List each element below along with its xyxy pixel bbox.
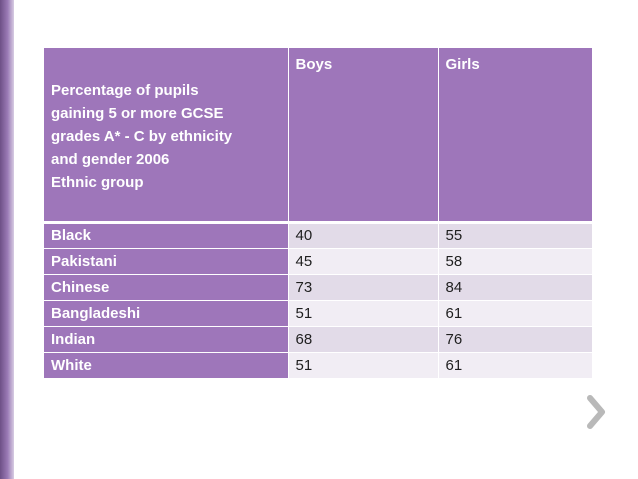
next-slide-button[interactable] bbox=[586, 394, 608, 430]
header-line: gaining 5 or more GCSE bbox=[51, 104, 224, 122]
header-line: grades A* - C by ethnicity bbox=[51, 127, 233, 145]
cell-group: Pakistani bbox=[44, 247, 289, 274]
cell-group: Chinese bbox=[44, 273, 289, 300]
cell-girls: 55 bbox=[438, 220, 592, 248]
slide-side-bar bbox=[0, 0, 14, 479]
cell-boys: 68 bbox=[288, 325, 439, 352]
header-line: Ethnic group bbox=[51, 173, 144, 191]
table-row: Bangladeshi 51 61 bbox=[44, 299, 592, 326]
header-line: Percentage of pupils bbox=[51, 81, 199, 99]
table-row: Black 40 55 bbox=[44, 220, 592, 248]
cell-girls: 58 bbox=[438, 247, 592, 274]
cell-group: Bangladeshi bbox=[44, 299, 289, 326]
table-row: Indian 68 76 bbox=[44, 325, 592, 352]
cell-girls: 61 bbox=[438, 351, 592, 378]
cell-group: Indian bbox=[44, 325, 289, 352]
cell-group: Black bbox=[44, 220, 289, 248]
table-header-row: Percentage of pupils gaining 5 or more G… bbox=[44, 48, 592, 222]
cell-boys: 40 bbox=[288, 220, 439, 248]
table-row: Pakistani 45 58 bbox=[44, 247, 592, 274]
header-line: and gender 2006 bbox=[51, 150, 170, 168]
cell-girls: 61 bbox=[438, 299, 592, 326]
cell-boys: 51 bbox=[288, 299, 439, 326]
cell-group: White bbox=[44, 351, 289, 378]
header-boys: Boys bbox=[288, 48, 439, 222]
cell-boys: 51 bbox=[288, 351, 439, 378]
table-row: White 51 61 bbox=[44, 351, 592, 378]
cell-boys: 73 bbox=[288, 273, 439, 300]
chevron-right-icon bbox=[587, 395, 605, 429]
data-table-container: Percentage of pupils gaining 5 or more G… bbox=[44, 48, 592, 378]
header-girls: Girls bbox=[438, 48, 592, 222]
header-ethnic-group: Percentage of pupils gaining 5 or more G… bbox=[44, 48, 289, 222]
cell-girls: 76 bbox=[438, 325, 592, 352]
cell-girls: 84 bbox=[438, 273, 592, 300]
table-row: Chinese 73 84 bbox=[44, 273, 592, 300]
cell-boys: 45 bbox=[288, 247, 439, 274]
gcse-results-table: Percentage of pupils gaining 5 or more G… bbox=[44, 48, 592, 378]
